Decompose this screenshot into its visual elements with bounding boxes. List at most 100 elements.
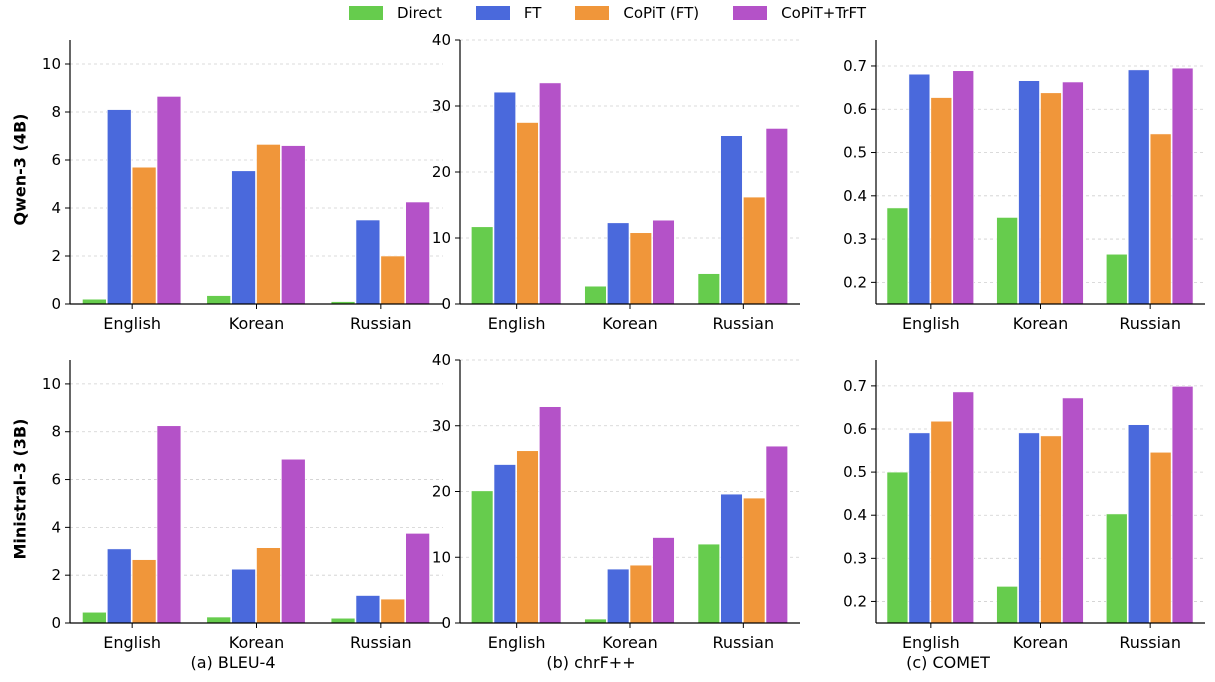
x-tick-label: Korean bbox=[229, 633, 285, 652]
bar bbox=[930, 97, 953, 305]
bar bbox=[206, 295, 231, 305]
bar bbox=[355, 595, 381, 624]
x-tick-label: Russian bbox=[1119, 633, 1181, 652]
y-tick-label: 0.4 bbox=[843, 506, 867, 524]
chart-panel-2: 0.2 0.3 0.4 0.5 0.6 0.7 English Korean Russian bbox=[843, 40, 1205, 333]
legend-swatch bbox=[348, 6, 383, 20]
bar bbox=[231, 568, 256, 624]
legend-label: CoPiT+TrFT bbox=[781, 4, 867, 22]
bar bbox=[471, 226, 494, 305]
bar bbox=[765, 128, 788, 305]
y-tick-label: 8 bbox=[51, 423, 61, 441]
x-tick-label: Russian bbox=[713, 314, 775, 333]
x-tick-label: English bbox=[103, 633, 161, 652]
row-label-qwen: Qwen-3 (4B) bbox=[10, 113, 30, 226]
y-tick-label: 20 bbox=[432, 483, 451, 501]
bar bbox=[1106, 513, 1128, 624]
bar bbox=[493, 91, 516, 305]
y-tick-label: 10 bbox=[432, 229, 451, 247]
bar bbox=[1018, 80, 1040, 305]
y-tick-label: 10 bbox=[42, 375, 61, 393]
y-tick-label: 10 bbox=[42, 55, 61, 73]
bar bbox=[380, 598, 406, 624]
bar bbox=[471, 490, 494, 624]
y-tick-label: 40 bbox=[432, 31, 451, 49]
y-tick-label: 20 bbox=[432, 163, 451, 181]
y-tick-label: 0.4 bbox=[843, 187, 867, 205]
legend-label: Direct bbox=[396, 4, 442, 22]
bar bbox=[330, 617, 356, 624]
x-tick-label: Korean bbox=[1013, 314, 1069, 333]
legend-item-3: CoPiT+TrFT bbox=[733, 4, 866, 22]
x-tick-label: Korean bbox=[602, 633, 658, 652]
x-tick-label: Korean bbox=[1013, 633, 1069, 652]
legend: Direct FT CoPiT (FT) CoPiT+TrFT bbox=[0, 4, 1215, 22]
bar bbox=[516, 450, 539, 624]
bar bbox=[1149, 451, 1172, 624]
y-tick-label: 0.3 bbox=[843, 230, 867, 248]
chart-panel-4: 0 10 20 30 40 English Korean Russian bbox=[432, 351, 800, 652]
y-tick-label: 0 bbox=[51, 295, 61, 313]
y-tick-label: 0.2 bbox=[843, 592, 867, 610]
chart-panel-5: 0.2 0.3 0.4 0.5 0.6 0.7 English Korean Russian bbox=[843, 360, 1205, 652]
y-tick-label: 0.3 bbox=[843, 549, 867, 567]
legend-label: FT bbox=[523, 4, 542, 22]
legend-swatch bbox=[733, 6, 768, 20]
y-tick-label: 2 bbox=[51, 566, 61, 584]
bar bbox=[516, 122, 539, 305]
bar bbox=[697, 273, 720, 305]
bar bbox=[107, 548, 132, 624]
y-tick-label: 0.5 bbox=[843, 463, 867, 481]
bar bbox=[82, 611, 107, 624]
bar bbox=[886, 207, 909, 305]
bar bbox=[996, 586, 1018, 624]
y-tick-label: 8 bbox=[51, 103, 61, 121]
bar bbox=[629, 564, 652, 624]
bar bbox=[952, 391, 974, 624]
bar bbox=[720, 135, 743, 305]
bar bbox=[607, 222, 630, 305]
metric-label-bleu: (a) BLEU-4 bbox=[190, 653, 276, 672]
legend-swatch bbox=[575, 6, 610, 20]
bar bbox=[996, 217, 1018, 305]
bar bbox=[131, 166, 157, 305]
y-tick-label: 10 bbox=[432, 548, 451, 566]
bar bbox=[539, 406, 562, 624]
bar bbox=[1018, 432, 1040, 624]
x-tick-label: Korean bbox=[229, 314, 285, 333]
bar bbox=[256, 547, 281, 624]
y-tick-label: 0.7 bbox=[843, 57, 867, 75]
legend-item-0: Direct bbox=[348, 4, 442, 22]
x-tick-label: Korean bbox=[602, 314, 658, 333]
y-tick-label: 0.6 bbox=[843, 420, 867, 438]
x-tick-label: English bbox=[902, 314, 960, 333]
bar bbox=[908, 432, 931, 624]
x-tick-label: English bbox=[488, 314, 546, 333]
bar bbox=[281, 145, 306, 305]
bar bbox=[908, 73, 931, 305]
x-tick-label: English bbox=[103, 314, 161, 333]
bar bbox=[1062, 81, 1084, 305]
bar bbox=[156, 425, 182, 624]
legend-item-1: FT bbox=[475, 4, 542, 22]
y-tick-label: 0.7 bbox=[843, 377, 867, 395]
bar bbox=[584, 285, 607, 305]
x-tick-label: Russian bbox=[350, 314, 412, 333]
y-tick-label: 40 bbox=[432, 351, 451, 369]
x-tick-label: Russian bbox=[350, 633, 412, 652]
bar bbox=[952, 70, 974, 305]
y-tick-label: 0 bbox=[441, 614, 451, 632]
chart-panel-3: 0 2 4 6 8 10 English Korean Russian bbox=[42, 360, 443, 652]
bar bbox=[539, 82, 562, 305]
y-tick-label: 0.6 bbox=[843, 100, 867, 118]
bar bbox=[629, 232, 652, 305]
bar bbox=[380, 255, 406, 305]
row-label-ministral: Ministral-3 (3B) bbox=[10, 418, 30, 560]
bar bbox=[1127, 424, 1150, 624]
y-tick-label: 0 bbox=[51, 614, 61, 632]
y-tick-label: 4 bbox=[51, 518, 61, 536]
bar bbox=[156, 96, 182, 305]
bar bbox=[1171, 67, 1194, 305]
bar bbox=[1062, 397, 1084, 624]
